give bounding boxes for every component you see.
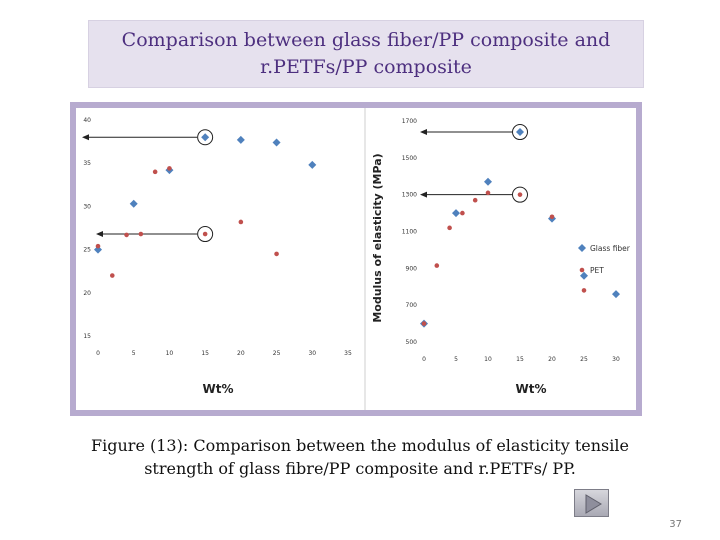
data-point-diamond	[516, 128, 524, 137]
legend-marker-pet	[579, 267, 585, 273]
data-point-circle	[238, 219, 244, 225]
data-point-diamond	[580, 271, 588, 280]
y-tick-label: 1300	[402, 192, 417, 199]
callout-arrowhead	[420, 129, 427, 136]
data-point-diamond	[452, 209, 460, 218]
x-tick-label: 0	[96, 350, 100, 357]
callout-circle-glass-fiber	[512, 124, 528, 141]
data-point-diamond	[484, 177, 492, 186]
next-slide-button[interactable]	[574, 489, 609, 517]
data-point-circle	[421, 321, 427, 326]
y-tick-label: 25	[83, 247, 91, 254]
slide-title-line-1: Comparison between glass fiber/PP compos…	[121, 29, 611, 51]
data-point-diamond	[129, 199, 138, 208]
data-point-diamond	[201, 133, 210, 142]
x-tick-label: 30	[612, 356, 620, 363]
callout-arrowhead	[96, 231, 103, 238]
data-point-circle	[138, 231, 144, 237]
callout-circle-glass-fiber	[197, 129, 214, 146]
y-tick-label: 40	[83, 117, 91, 124]
legend-label: PET	[590, 266, 604, 275]
data-point-circle	[517, 192, 523, 197]
y-tick-label: 15	[83, 333, 91, 340]
y-tick-label: 900	[406, 265, 418, 272]
x-tick-label: 10	[166, 350, 174, 357]
modulus-chart: 051015202530355007009001100130015001700W…	[371, 118, 631, 396]
y-tick-label: 20	[83, 290, 91, 297]
slide-title: Comparison between glass fiber/PP compos…	[88, 20, 644, 88]
callout-arrowhead	[82, 134, 89, 141]
y-tick-label: 1100	[402, 229, 417, 236]
figure-caption: Figure (13): Comparison between the modu…	[60, 434, 660, 480]
slide-title-line-2: r.PETFs/PP composite	[260, 56, 472, 78]
y-tick-label: 35	[83, 160, 91, 167]
x-tick-label: 25	[580, 356, 588, 363]
callout-circle-pet	[512, 186, 528, 203]
x-tick-label: 20	[237, 350, 245, 357]
x-tick-label: 30	[308, 350, 316, 357]
legend-marker-glass-fiber	[578, 244, 586, 252]
data-point-circle	[472, 197, 478, 203]
x-tick-label: 10	[484, 356, 492, 363]
x-tick-label: 15	[516, 356, 524, 363]
y-tick-label: 700	[406, 302, 418, 309]
data-point-circle	[434, 263, 440, 268]
x-tick-label: 5	[132, 350, 136, 357]
data-point-circle	[109, 273, 115, 278]
data-point-diamond	[236, 135, 245, 144]
x-tick-label: 20	[548, 356, 556, 363]
data-point-circle	[447, 225, 452, 231]
x-axis-title: Wt%	[516, 382, 547, 396]
legend-label: Glass fiber	[590, 244, 631, 253]
data-point-diamond	[94, 245, 102, 254]
page-number: 37	[669, 519, 682, 530]
data-point-circle	[549, 214, 555, 220]
figure-caption-line-2: strength of glass fibre/PP composite and…	[144, 459, 576, 478]
data-point-diamond	[612, 290, 620, 299]
data-point-circle	[485, 190, 491, 196]
y-tick-label: 30	[83, 203, 91, 210]
x-tick-label: 5	[454, 356, 458, 363]
callout-arrowhead	[420, 191, 427, 198]
data-point-circle	[581, 288, 587, 293]
x-tick-label: 0	[422, 356, 426, 363]
x-axis-title: Wt%	[203, 382, 234, 396]
x-tick-label: 25	[273, 350, 281, 357]
data-point-circle	[274, 251, 279, 257]
data-point-circle	[124, 232, 129, 238]
y-axis-title: Modulus of elasticity (MPa)	[371, 153, 384, 322]
data-point-circle	[95, 243, 101, 249]
x-tick-label: 35	[344, 350, 352, 357]
callout-circle-pet	[197, 226, 214, 243]
y-tick-label: 1500	[402, 155, 417, 162]
figure-caption-line-1: Figure (13): Comparison between the modu…	[91, 436, 629, 455]
y-tick-label: 1700	[402, 118, 417, 125]
data-point-circle	[202, 231, 208, 237]
data-point-diamond	[272, 138, 281, 147]
data-point-diamond	[308, 160, 317, 169]
play-triangle-icon	[585, 494, 602, 514]
y-tick-label: 500	[406, 339, 418, 346]
data-point-circle	[460, 210, 465, 216]
data-point-circle	[167, 166, 172, 171]
x-tick-label: 15	[201, 350, 209, 357]
data-point-circle	[152, 169, 158, 175]
